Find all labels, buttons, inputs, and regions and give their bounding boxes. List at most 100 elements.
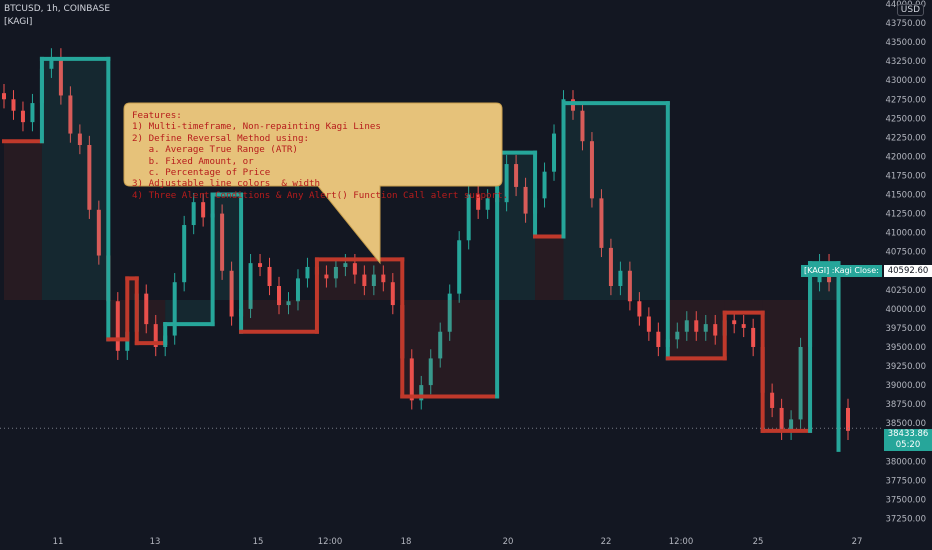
kagi-fill xyxy=(212,194,242,300)
candle-body xyxy=(732,320,737,325)
kagi-fill xyxy=(4,141,42,300)
candle-body xyxy=(144,293,149,325)
candle-body xyxy=(68,95,73,134)
candle-body xyxy=(58,57,63,96)
price-tick-label: 39000.00 xyxy=(885,381,926,391)
symbol-title: BTCUSD, 1h, COINBASE xyxy=(4,4,111,14)
price-tick-label: 42000.00 xyxy=(885,152,926,162)
kagi-fill xyxy=(241,300,317,332)
candle-body xyxy=(476,194,481,210)
candle-body xyxy=(846,407,850,431)
time-tick-label: 27 xyxy=(852,537,863,547)
price-tick-label: 40250.00 xyxy=(885,286,926,296)
price-tick-label: 39250.00 xyxy=(885,362,926,372)
time-tick-label: 22 xyxy=(601,537,612,547)
price-tick-label: 41750.00 xyxy=(885,171,926,181)
callout-line: a. Average True Range (ATR) xyxy=(132,144,298,156)
candle-body xyxy=(637,301,642,317)
candle-body xyxy=(789,419,794,431)
candle-body xyxy=(409,358,414,401)
candle-body xyxy=(485,198,490,210)
candle-body xyxy=(627,270,632,302)
candle-body xyxy=(96,209,101,256)
price-tick-label: 38000.00 xyxy=(885,457,926,467)
candle-body xyxy=(248,263,253,309)
candle-body xyxy=(751,327,756,347)
callout-line: c. Percentage of Price xyxy=(132,167,271,179)
candle-body xyxy=(618,270,623,287)
candle-body xyxy=(2,93,6,100)
candle-body xyxy=(608,247,613,287)
candle-body xyxy=(258,263,263,267)
kagi-fill xyxy=(724,300,763,313)
time-axis[interactable]: 11 13 15 12:00 18 20 22 12:00 25 27 xyxy=(53,537,863,547)
candle-body xyxy=(504,164,509,203)
callout-line: b. Fixed Amount, or xyxy=(132,155,254,167)
price-tick-label: 37250.00 xyxy=(885,514,926,524)
features-callout xyxy=(123,102,503,265)
time-tick-label: 11 xyxy=(53,537,64,547)
kagi-fill xyxy=(762,300,811,431)
candle-body xyxy=(694,320,699,332)
candle-body xyxy=(191,202,196,226)
candle-body xyxy=(599,198,604,248)
indicator-title[interactable]: [KAGI] xyxy=(4,17,33,27)
kagi-fill xyxy=(165,300,213,325)
time-tick-label: 25 xyxy=(753,537,764,547)
kagi-fill xyxy=(402,300,498,397)
time-tick-label: 15 xyxy=(253,537,264,547)
time-tick-label: 13 xyxy=(150,537,161,547)
candle-body xyxy=(770,392,775,408)
candle-body xyxy=(220,213,225,271)
callout-line: 2) Define Reversal Method using: xyxy=(132,132,310,144)
candle-body xyxy=(447,293,452,332)
price-tick-label: 39750.00 xyxy=(885,324,926,334)
kagi-fill xyxy=(497,152,536,300)
price-tick-label: 43250.00 xyxy=(885,57,926,67)
last-price-value: 38433.86 xyxy=(887,429,929,439)
candle-body xyxy=(371,274,376,287)
kagi-fill xyxy=(667,300,725,359)
last-price-badge: 38433.86 05:20 xyxy=(884,429,932,451)
candle-body xyxy=(229,270,234,317)
candle-body xyxy=(656,331,661,347)
candle-body xyxy=(542,171,547,199)
price-tick-label: 43500.00 xyxy=(885,38,926,48)
candle-body xyxy=(30,103,35,123)
candle-body xyxy=(457,240,462,294)
candle-body xyxy=(115,301,120,351)
kagi-lines xyxy=(2,56,841,452)
price-tick-label: 40000.00 xyxy=(885,305,926,315)
callout-line: 4) Three Alert Conditions & Any Alert() … xyxy=(132,189,509,201)
candle-body xyxy=(77,133,82,146)
candle-body xyxy=(703,324,708,332)
candle-body xyxy=(580,110,585,142)
candle-body xyxy=(286,301,291,306)
candle-body xyxy=(362,274,367,287)
candle-body xyxy=(646,316,651,332)
price-tick-label: 39500.00 xyxy=(885,343,926,353)
candle-body xyxy=(779,407,784,431)
currency-badge[interactable]: USD xyxy=(896,4,924,16)
price-tick-label: 37750.00 xyxy=(885,476,926,486)
price-tick-label: 38500.00 xyxy=(885,419,926,429)
price-tick-label: 40750.00 xyxy=(885,248,926,258)
candle-body xyxy=(182,225,187,283)
candle-body xyxy=(381,274,386,283)
kagi-fill xyxy=(108,300,128,340)
kagi-fill xyxy=(563,103,668,300)
price-tick-label: 42250.00 xyxy=(885,133,926,143)
candle-body xyxy=(798,346,803,420)
candle-body xyxy=(589,141,594,199)
bar-countdown: 05:20 xyxy=(895,440,921,450)
kagi-fill xyxy=(136,300,166,344)
candle-body xyxy=(438,331,443,359)
candle-body xyxy=(552,133,557,172)
candle-body xyxy=(295,278,300,302)
candle-body xyxy=(324,274,329,279)
candle-body xyxy=(523,186,528,214)
time-tick-label: 12:00 xyxy=(318,537,343,547)
candle-body xyxy=(201,202,206,218)
price-tick-label: 42750.00 xyxy=(885,95,926,105)
